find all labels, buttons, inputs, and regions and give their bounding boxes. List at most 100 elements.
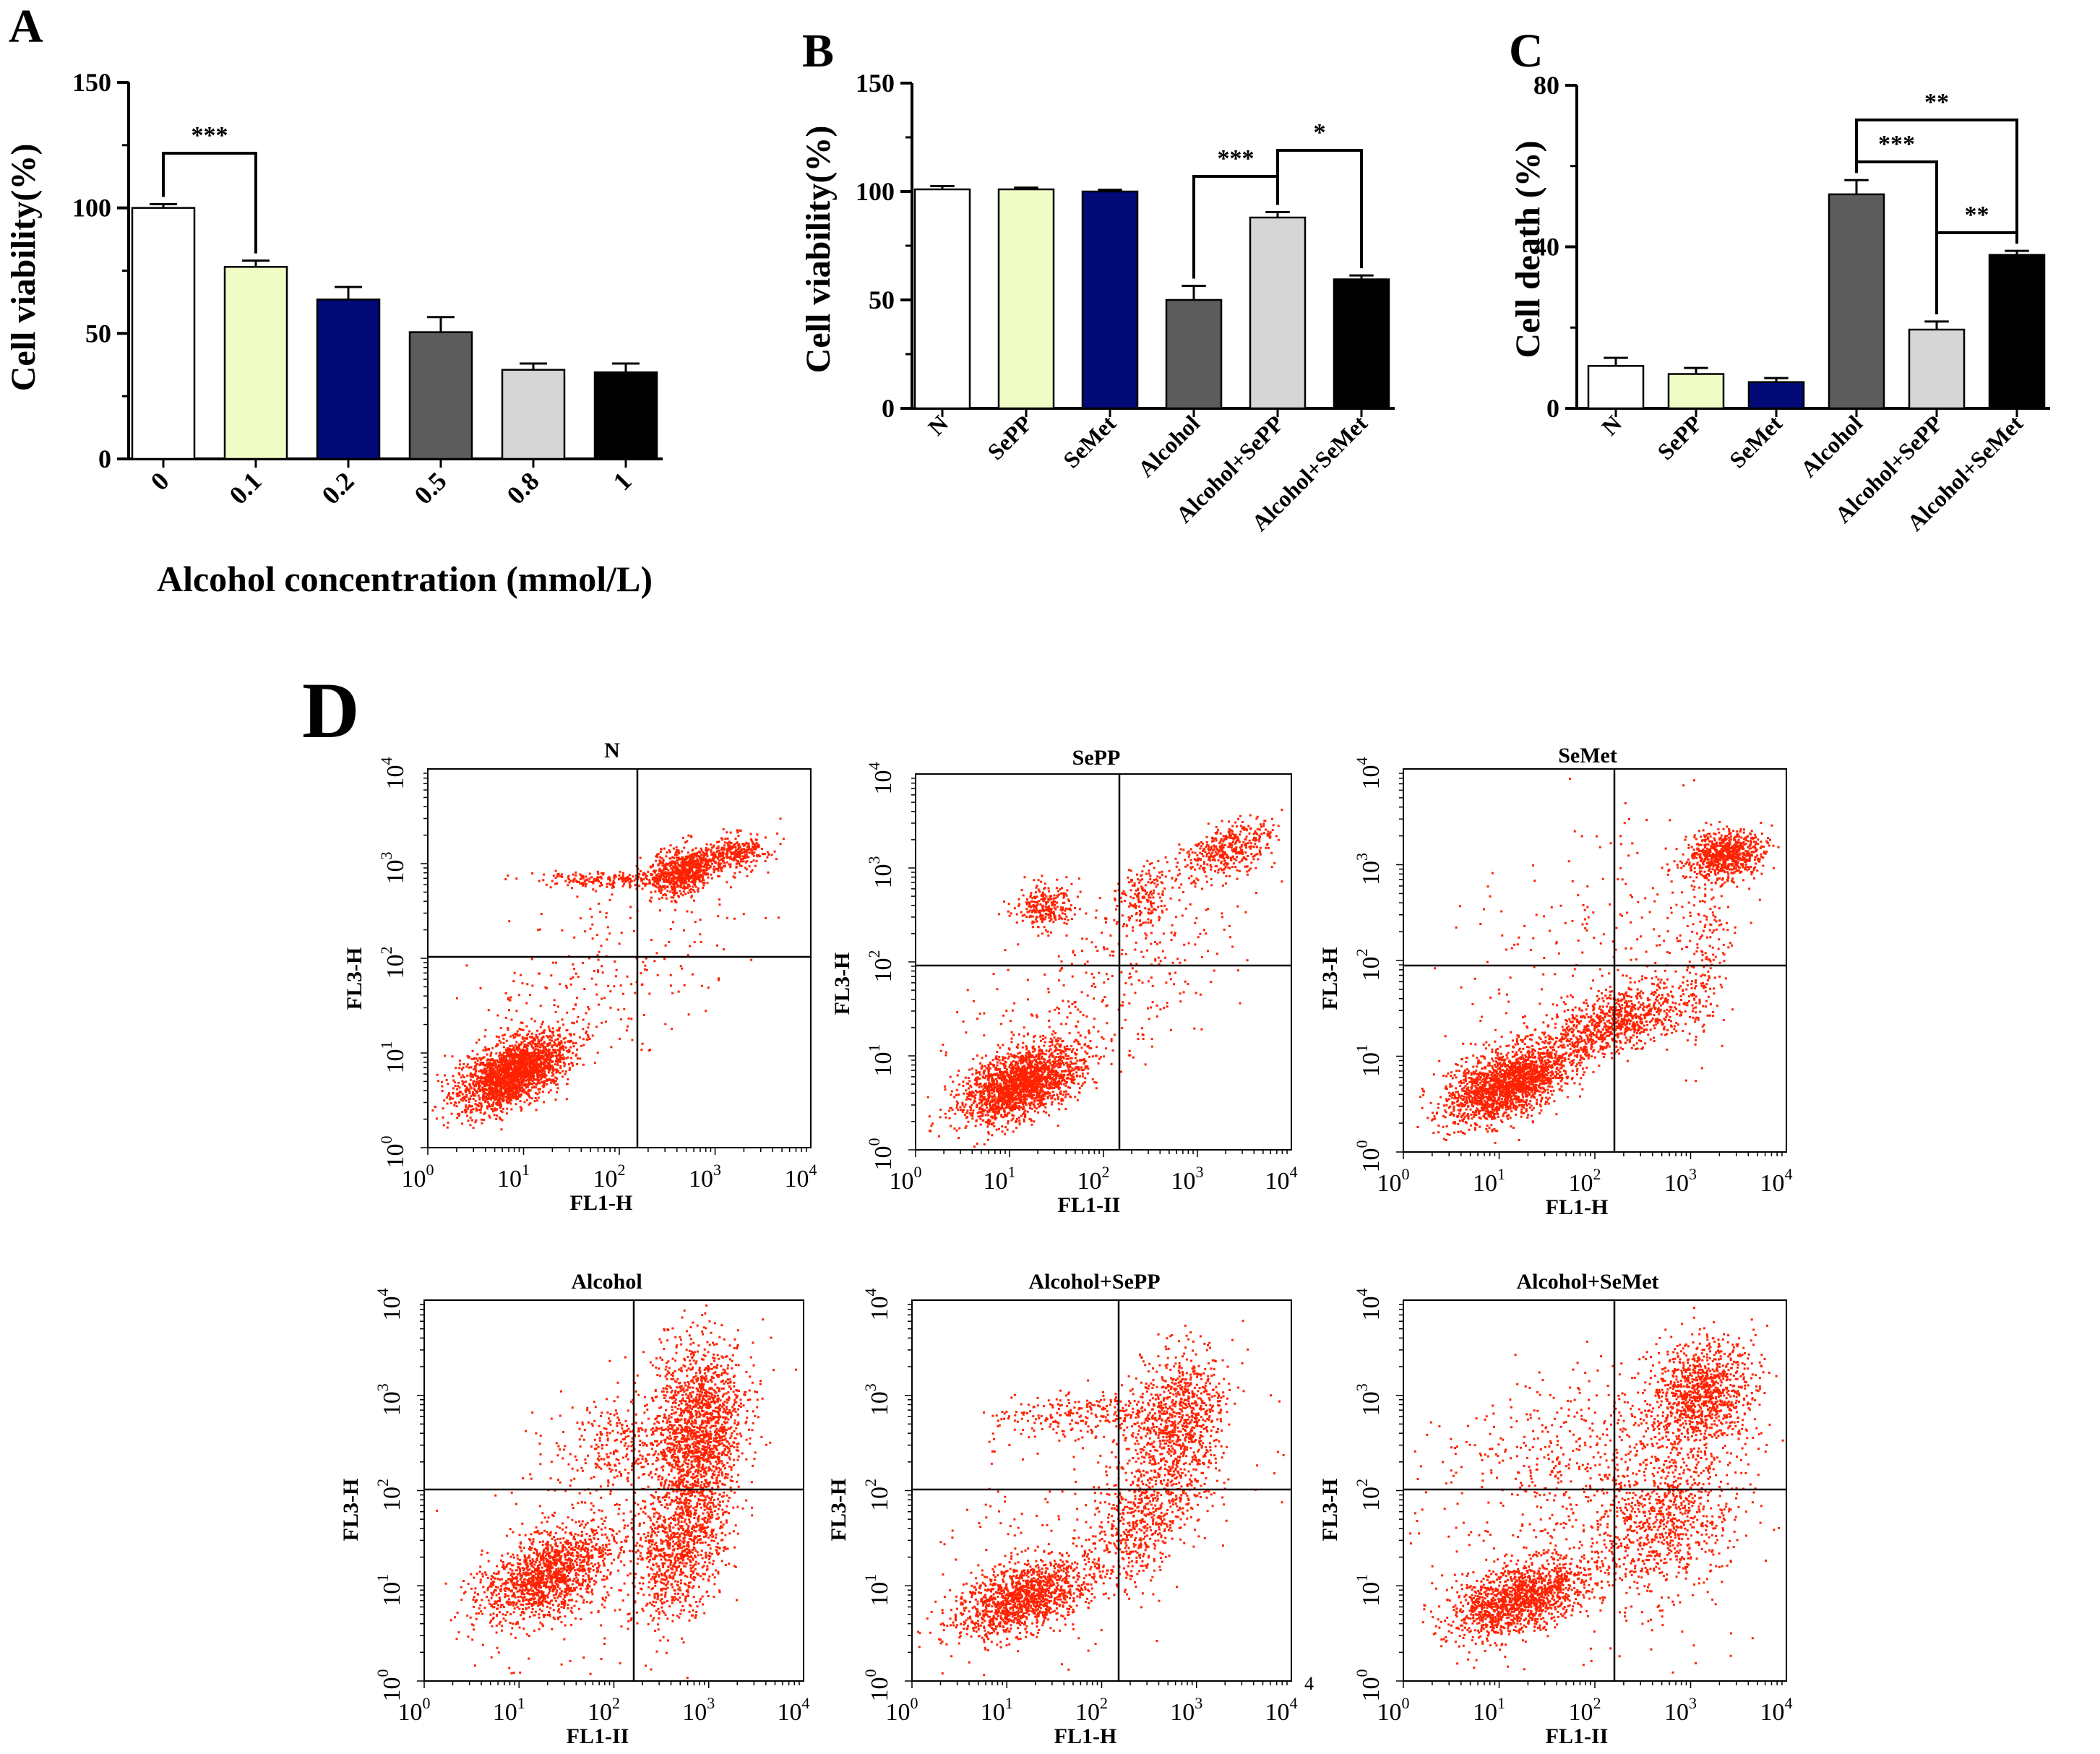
x-tick-base: 10 [398, 1699, 423, 1726]
y-tick-exponent: 2 [1353, 949, 1371, 957]
y-tick-exponent: 4 [377, 757, 395, 765]
y-tick-base: 10 [1358, 1148, 1385, 1173]
bar [1587, 365, 1645, 410]
y-tick-base: 10 [382, 765, 409, 790]
panel-a: A [9, 0, 43, 53]
category-label: 0.5 [409, 466, 452, 510]
y-axis-label: FL3-H [339, 1479, 363, 1542]
x-tick-label: 101 [1473, 1694, 1505, 1726]
x-tick-base: 10 [1171, 1168, 1196, 1195]
y-tick-label: 100 [856, 177, 895, 206]
y-tick-exponent: 4 [374, 1289, 392, 1297]
y-tick-label: 102 [377, 947, 409, 979]
y-tick-label: 50 [869, 285, 895, 314]
y-tick-exponent: 0 [1353, 1140, 1371, 1148]
y-tick-base: 10 [382, 955, 409, 979]
significance-label: ** [1924, 89, 1949, 116]
x-tick-base: 10 [1377, 1170, 1402, 1197]
y-tick-exponent: 4 [861, 1289, 879, 1297]
x-tick-label: 103 [682, 1694, 715, 1726]
significance-label: ** [1965, 202, 1989, 228]
y-axis-label: FL3-H [343, 947, 366, 1010]
stray-label: 4 [1304, 1673, 1314, 1694]
x-tick-exponent: 0 [914, 1163, 922, 1181]
bar [501, 369, 566, 460]
y-tick-label: 104 [865, 762, 897, 795]
plot-frame [1403, 768, 1787, 1153]
x-tick-label: 103 [1170, 1694, 1202, 1726]
flow-plot-1: N100100101101102102103103104104FL1-HFL3-… [343, 739, 817, 1215]
y-tick-label: 100 [72, 194, 111, 223]
category-label: 1 [608, 466, 637, 496]
bar [1165, 298, 1223, 410]
bar-chart-a: 0 50 100 150 0 0.1 0.2 0.5 0.8 1 *** Cell viability… [4, 68, 663, 599]
y-tick-label: 40 [1533, 233, 1559, 262]
x-tick-exponent: 4 [1785, 1694, 1793, 1712]
panel-d: D [302, 666, 359, 755]
x-tick-label: 100 [398, 1694, 431, 1726]
x-axis-label: FL1-H [1054, 1724, 1117, 1748]
x-tick-exponent: 2 [1593, 1694, 1601, 1712]
y-tick-label: 150 [72, 68, 111, 97]
x-tick-base: 10 [689, 1166, 713, 1192]
x-tick-exponent: 0 [423, 1694, 431, 1712]
y-tick-label: 104 [861, 1289, 893, 1321]
dot-cloud [917, 1320, 1285, 1677]
y-tick-exponent: 2 [1353, 1479, 1371, 1487]
y-tick-exponent: 1 [377, 1041, 395, 1049]
x-tick-exponent: 4 [1290, 1163, 1298, 1181]
x-tick-label: 104 [785, 1161, 817, 1192]
y-tick-base: 10 [379, 1487, 405, 1511]
x-tick-exponent: 4 [1290, 1694, 1298, 1712]
x-tick-exponent: 3 [1689, 1165, 1697, 1183]
x-tick-label: 104 [1265, 1163, 1298, 1195]
x-tick-base: 10 [1473, 1170, 1497, 1197]
x-tick-base: 10 [593, 1166, 618, 1192]
y-tick-exponent: 1 [861, 1574, 879, 1582]
y-tick-exponent: 3 [861, 1383, 879, 1391]
y-tick-exponent: 0 [861, 1669, 879, 1677]
category-label: SeMet [1724, 410, 1787, 473]
y-tick-exponent: 3 [374, 1383, 392, 1391]
x-tick-base: 10 [1664, 1170, 1689, 1197]
y-tick-label: 150 [856, 69, 895, 98]
y-tick-label: 104 [377, 757, 409, 790]
y-tick-base: 10 [1358, 1487, 1385, 1511]
x-axis-label: FL1-II [1058, 1193, 1121, 1217]
y-tick-label: 102 [1353, 949, 1385, 981]
x-tick-base: 10 [497, 1166, 522, 1192]
x-tick-exponent: 2 [618, 1161, 626, 1179]
y-tick-label: 102 [865, 950, 897, 983]
significance-bracket [1276, 149, 1363, 269]
x-tick-exponent: 1 [1497, 1165, 1505, 1183]
y-tick-exponent: 4 [1353, 1289, 1371, 1297]
y-tick-label: 101 [1353, 1044, 1385, 1077]
plot-title: N [604, 739, 620, 762]
y-tick-exponent: 4 [865, 762, 883, 770]
y-tick-label: 50 [85, 319, 111, 348]
y-tick-base: 10 [866, 1487, 893, 1511]
x-tick-exponent: 3 [713, 1161, 721, 1179]
flow-plot-4: Alcohol100100101101102102103103104104FL1… [339, 1270, 810, 1748]
y-tick-label: 103 [865, 856, 897, 889]
y-axis-label: FL3-H [1318, 1479, 1342, 1542]
y-axis-label: Cell viability(%) [799, 126, 838, 374]
significance-bracket [1855, 119, 2018, 244]
x-tick-base: 10 [493, 1699, 517, 1726]
y-tick-base: 10 [382, 1049, 409, 1074]
plot-frame [911, 1299, 1292, 1682]
y-tick-base: 10 [870, 958, 897, 983]
bar [408, 331, 473, 460]
x-tick-base: 10 [981, 1699, 1005, 1726]
y-tick-base: 10 [1358, 957, 1385, 981]
x-tick-label: 100 [1377, 1694, 1410, 1726]
y-tick-label: 103 [374, 1383, 405, 1416]
y-tick-label: 104 [1353, 757, 1385, 790]
y-tick-label: 103 [1353, 853, 1385, 885]
y-tick-label: 0 [98, 444, 111, 473]
x-tick-exponent: 0 [1402, 1165, 1410, 1183]
bar [1988, 254, 2046, 410]
category-label: 0.1 [224, 466, 267, 510]
x-tick-label: 101 [493, 1694, 525, 1726]
